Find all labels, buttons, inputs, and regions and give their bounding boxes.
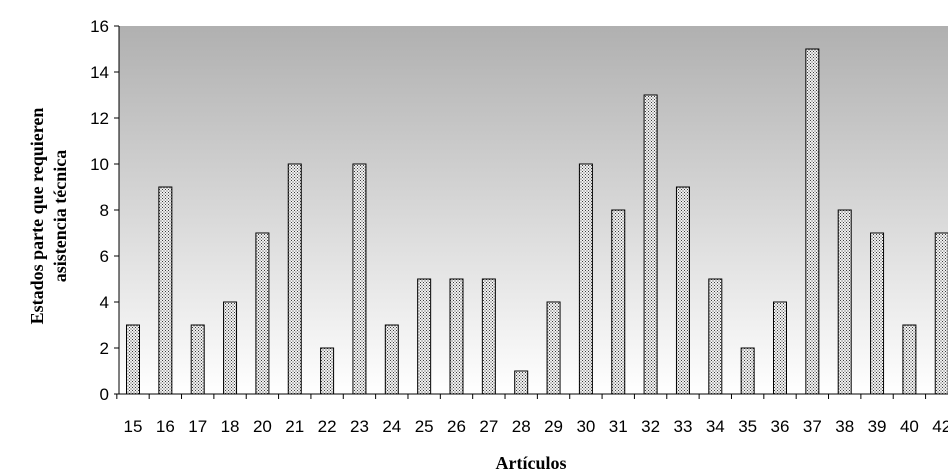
bar-26: [449, 278, 464, 395]
x-tick-label-17: 17: [188, 417, 207, 436]
y-tick-label: 8: [100, 201, 109, 220]
x-axis-label: Artículos: [496, 453, 567, 473]
x-tick-label-34: 34: [706, 417, 725, 436]
x-tick-label-35: 35: [738, 417, 757, 436]
x-tick-label-31: 31: [609, 417, 628, 436]
bar-23: [352, 163, 367, 395]
x-tick-label-21: 21: [285, 417, 304, 436]
bar-30: [578, 163, 593, 395]
y-tick-label: 2: [100, 339, 109, 358]
labels-layer: Estados parte que requieren asistencia t…: [27, 108, 567, 473]
bar-18: [223, 301, 238, 395]
x-tick-label-25: 25: [415, 417, 434, 436]
x-tick-label-20: 20: [253, 417, 272, 436]
x-tick-label-26: 26: [447, 417, 466, 436]
bar-40: [902, 324, 917, 395]
x-tick-label-36: 36: [771, 417, 790, 436]
bar-42: [934, 232, 948, 395]
bar-35: [740, 347, 755, 395]
x-tick-label-27: 27: [479, 417, 498, 436]
bar-31: [611, 209, 626, 395]
y-tick-label: 12: [90, 109, 109, 128]
bars-layer: [126, 48, 948, 395]
bar-36: [773, 301, 787, 395]
x-tick-label-16: 16: [156, 417, 175, 436]
bar-16: [158, 186, 173, 395]
bar-22: [320, 347, 335, 395]
x-tick-label-33: 33: [673, 417, 692, 436]
bar-34: [708, 278, 723, 395]
y-axis-label-line-2: asistencia técnica: [50, 150, 70, 282]
x-tick-label-24: 24: [382, 417, 401, 436]
x-tick-label-18: 18: [221, 417, 240, 436]
bar-28: [514, 370, 529, 395]
bar-24: [384, 324, 399, 395]
y-tick-label: 14: [90, 63, 109, 82]
bar-25: [417, 278, 432, 395]
x-tick-label-37: 37: [803, 417, 822, 436]
bar-39: [870, 232, 885, 395]
x-tick-label-23: 23: [350, 417, 369, 436]
bar-38: [837, 209, 852, 395]
bar-29: [546, 301, 561, 395]
bar-32: [643, 94, 658, 395]
x-tick-label-30: 30: [576, 417, 595, 436]
bar-37: [805, 48, 820, 395]
y-tick-label: 16: [90, 17, 109, 36]
bar-17: [190, 324, 205, 395]
x-tick-label-42: 42: [932, 417, 948, 436]
x-tick-label-32: 32: [641, 417, 660, 436]
bar-21: [287, 163, 302, 395]
bar-20: [255, 232, 270, 395]
x-tick-label-28: 28: [512, 417, 531, 436]
x-tick-label-39: 39: [868, 417, 887, 436]
bar-15: [126, 324, 140, 395]
y-tick-label: 6: [100, 247, 109, 266]
y-tick-label: 4: [100, 293, 109, 312]
plot-area: [119, 26, 948, 394]
bar-27: [481, 278, 496, 395]
y-tick-label: 0: [100, 385, 109, 404]
x-tick-label-38: 38: [835, 417, 854, 436]
y-tick-label: 10: [90, 155, 109, 174]
x-tick-label-40: 40: [900, 417, 919, 436]
x-tick-label-29: 29: [544, 417, 563, 436]
bar-33: [675, 186, 690, 395]
x-tick-label-15: 15: [124, 417, 143, 436]
y-axis-label-line-1: Estados parte que requieren: [27, 108, 47, 325]
x-tick-label-22: 22: [318, 417, 337, 436]
